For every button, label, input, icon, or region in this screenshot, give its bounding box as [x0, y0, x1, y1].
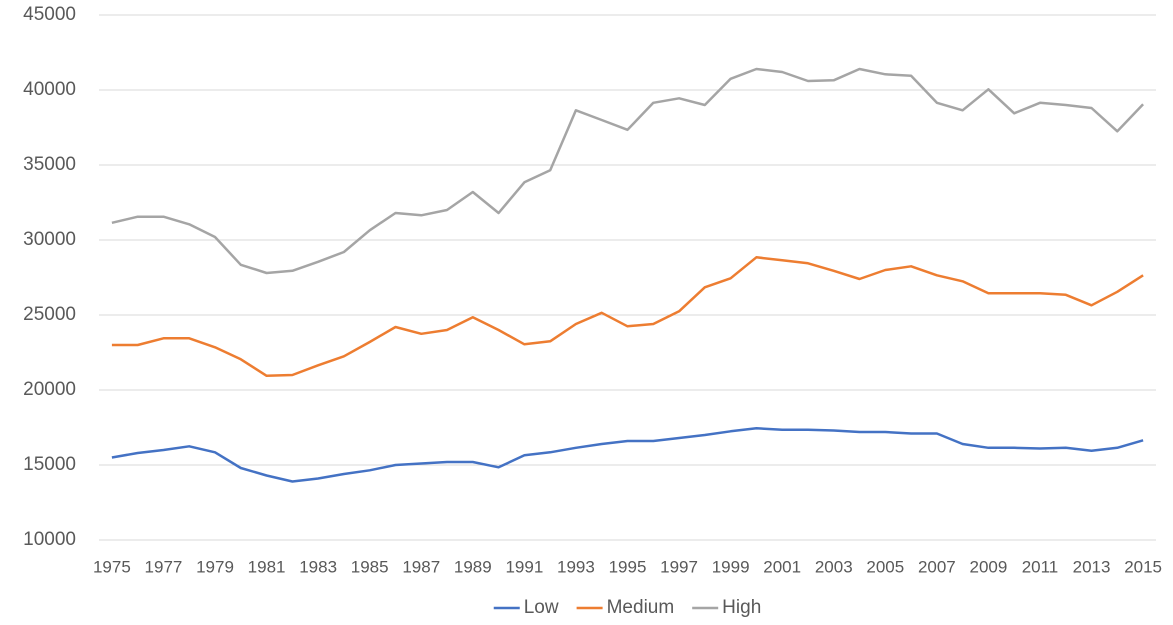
legend-label: Low [524, 597, 559, 618]
x-tick-label: 2005 [866, 557, 904, 576]
y-tick-label: 15000 [23, 454, 76, 475]
x-tick-label: 1997 [660, 557, 698, 576]
x-tick-label: 1975 [93, 557, 131, 576]
x-tick-label: 2003 [815, 557, 853, 576]
x-tick-label: 2007 [918, 557, 956, 576]
x-tick-label: 2009 [970, 557, 1008, 576]
y-tick-label: 10000 [23, 529, 76, 550]
x-tick-label: 1993 [557, 557, 595, 576]
x-tick-label: 1981 [248, 557, 286, 576]
series-line [111, 256, 1144, 378]
y-tick-label: 30000 [23, 229, 76, 250]
y-tick-label: 40000 [23, 79, 76, 100]
x-tick-label: 1991 [505, 557, 543, 576]
x-tick-label: 1995 [609, 557, 647, 576]
legend-label: High [722, 597, 761, 618]
legend: Low Medium High [493, 597, 761, 618]
y-tick-label: 20000 [23, 379, 76, 400]
x-tick-label: 1979 [196, 557, 234, 576]
y-tick-label: 45000 [23, 4, 76, 25]
x-tick-label: 1983 [299, 557, 337, 576]
x-tick-label: 1989 [454, 557, 492, 576]
x-tick-label: 2013 [1073, 557, 1111, 576]
x-tick-label: 2011 [1022, 557, 1059, 576]
x-tick-label: 2015 [1124, 557, 1162, 576]
legend-label: Medium [607, 597, 675, 618]
x-tick-label: 1987 [402, 557, 440, 576]
y-tick-label: 25000 [23, 304, 76, 325]
x-tick-label: 1977 [145, 557, 183, 576]
series-line [111, 67, 1145, 275]
y-tick-label: 35000 [23, 154, 76, 175]
x-tick-label: 2001 [763, 557, 801, 576]
x-tick-label: 1999 [712, 557, 750, 576]
series-line [111, 427, 1144, 483]
x-tick-label: 1985 [351, 557, 389, 576]
